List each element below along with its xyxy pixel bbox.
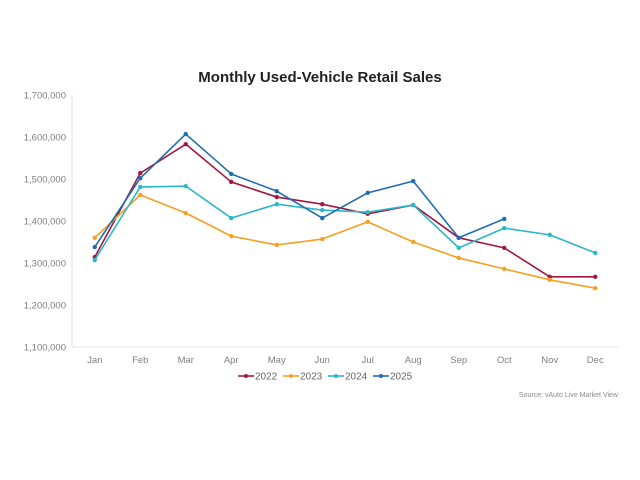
data-point <box>92 244 97 250</box>
data-point <box>274 188 279 194</box>
legend-item-2022: 2022 <box>238 372 278 383</box>
data-point <box>547 232 552 238</box>
data-point <box>183 210 188 216</box>
x-tick-label: Feb <box>132 355 148 366</box>
data-point <box>138 175 143 181</box>
legend-marker <box>244 374 248 378</box>
series-line <box>94 133 505 248</box>
legend: 2022 2023 2024 2025 <box>238 372 413 383</box>
x-tick-label: Jan <box>87 355 102 366</box>
y-tick-label: 1,300,000 <box>24 259 66 270</box>
series-2023 <box>92 192 598 291</box>
legend-label: 2022 <box>255 372 278 383</box>
data-point <box>593 286 598 291</box>
data-point <box>502 216 507 222</box>
y-tick-label: 1,100,000 <box>24 343 66 354</box>
x-tick-label: Jul <box>362 355 374 366</box>
data-point <box>502 225 507 231</box>
data-point <box>411 178 416 184</box>
y-tick-label: 1,600,000 <box>24 133 66 144</box>
legend-marker <box>334 374 338 378</box>
data-point <box>183 183 188 189</box>
legend-label: 2025 <box>390 372 413 383</box>
x-tick-label: Jun <box>315 355 330 366</box>
data-point <box>229 179 234 185</box>
data-point <box>229 215 234 221</box>
data-point <box>138 192 143 198</box>
x-tick-label: May <box>268 355 286 366</box>
data-point <box>92 257 97 263</box>
y-tick-label: 1,400,000 <box>24 217 66 228</box>
data-point <box>320 236 325 242</box>
data-point <box>365 209 370 215</box>
x-tick-label: Dec <box>587 355 604 366</box>
chart-title: Monthly Used-Vehicle Retail Sales <box>198 69 441 86</box>
legend-item-2025: 2025 <box>373 372 413 383</box>
data-point <box>274 242 279 248</box>
x-tick-label: Apr <box>224 355 239 366</box>
data-point <box>320 202 325 207</box>
y-tick-label: 1,700,000 <box>24 91 66 102</box>
data-point <box>456 235 461 240</box>
data-point <box>547 277 552 282</box>
data-point <box>502 245 507 251</box>
data-point <box>320 215 325 221</box>
data-point <box>274 202 279 207</box>
x-tick-label: Nov <box>541 355 558 366</box>
data-point <box>138 184 143 190</box>
legend-label: 2024 <box>345 372 368 383</box>
x-tick-label: Oct <box>497 355 512 366</box>
x-tick-label: Aug <box>405 355 422 366</box>
data-point <box>365 190 370 196</box>
source-note: Source: vAuto Live Market View <box>519 392 619 399</box>
data-point <box>456 255 461 261</box>
legend-item-2024: 2024 <box>328 372 368 383</box>
y-tick-label: 1,200,000 <box>24 301 66 312</box>
data-point <box>593 274 598 280</box>
data-point <box>274 194 279 200</box>
legend-item-2023: 2023 <box>283 372 323 383</box>
y-tick-label: 1,500,000 <box>24 175 66 186</box>
series-line <box>94 185 596 261</box>
data-point <box>320 207 325 213</box>
data-point <box>593 250 598 256</box>
data-point <box>138 170 143 176</box>
series-line <box>94 143 596 278</box>
data-point <box>456 245 461 251</box>
legend-label: 2023 <box>300 372 323 383</box>
legend-marker <box>379 374 383 378</box>
data-point <box>229 233 234 239</box>
data-point <box>411 202 416 208</box>
series-2025 <box>92 131 507 250</box>
data-point <box>183 131 188 137</box>
x-tick-label: Mar <box>178 355 194 366</box>
x-tick-label: Sep <box>450 355 467 366</box>
data-point <box>183 141 188 147</box>
data-point <box>92 235 97 240</box>
data-point <box>229 171 234 177</box>
series-group <box>92 131 598 291</box>
data-point <box>365 219 370 225</box>
data-point <box>502 266 507 272</box>
axes: 1,100,000 1,200,000 1,300,000 1,400,000 1,50… <box>24 91 618 366</box>
series-2024 <box>92 183 598 263</box>
legend-marker <box>289 374 293 378</box>
data-point <box>411 239 416 245</box>
series-line <box>94 194 596 289</box>
